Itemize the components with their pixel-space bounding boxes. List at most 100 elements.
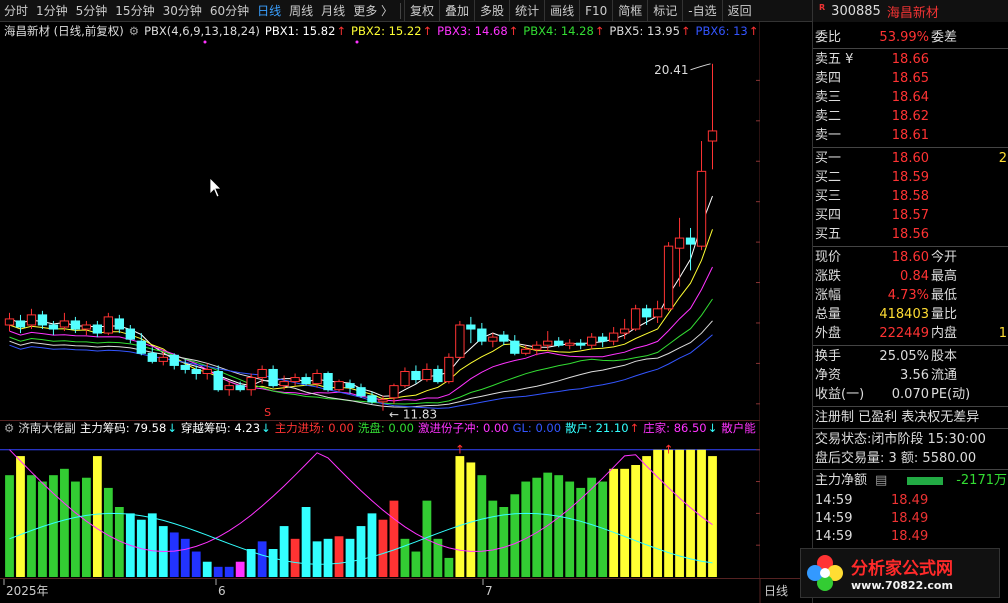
sell-level: 卖五 ¥ 18.66 [813,50,1008,69]
buy-level-label: 买一 [815,151,842,166]
stat-row-label: 涨跌 [815,269,842,284]
toolbar-button[interactable]: 叠加 [439,0,474,22]
toolbar-button[interactable]: -自选 [682,0,721,22]
indicator-name: PBX(4,6,9,13,18,24) [144,24,260,38]
toolbar-button[interactable]: 简框 [612,0,647,22]
indicator-chart[interactable]: 100.075.0050.0025.00↑↑ [0,420,760,578]
sell-level-value: 18.62 [891,109,929,124]
settings-icon[interactable]: ⚙ [4,421,15,435]
candle-body [466,324,476,330]
candle-body [268,368,278,387]
indicator-bar [312,541,322,577]
indicator-bar [71,481,80,577]
indicator-bar [521,481,531,577]
indicator-bar [367,513,377,577]
r-badge: R [819,2,826,12]
candle-body [15,320,26,328]
weibi-row-label: 委比 [815,30,842,45]
timeframe-tab[interactable]: 1分钟 [36,3,68,18]
indicator-bar [301,507,311,577]
timeframe-tab[interactable]: 15分钟 [115,3,155,18]
toolbar-button[interactable]: 标记 [647,0,682,22]
timeframe-tab[interactable]: 60分钟 [209,3,250,18]
indicator-bar [587,477,597,577]
tick-row: 14:59 18.49 [813,510,1008,528]
up-arrow-icon: ↑ [629,421,640,435]
indicator-bar [246,549,256,577]
indicator-bar [389,500,399,577]
candle-body [411,370,421,381]
indicator-bar [180,538,190,577]
candle-body [191,368,201,375]
pbx-line-1 [9,195,713,397]
toolbar-button[interactable]: 复权 [404,0,439,22]
quote-panel: 委比 53.99% 委差 卖五 ¥ 18.66 卖四 18.65 卖三 18.64 卖二 18.62… [812,22,1008,603]
candle-body [81,324,92,330]
candle-body [674,237,685,249]
x-tick-label: 7 [485,584,493,598]
indicator-value: 庄家: 86.50 [643,421,707,435]
timeframe-tab[interactable]: 月线 [321,3,346,18]
sell-level: 卖三 18.64 [813,88,1008,107]
indicator-bar [202,561,212,577]
candle-body [521,348,531,354]
indicator-bar [103,487,113,577]
toolbar: 分时 1分钟 5分钟 15分钟 30分钟 60分钟 日线 周线 月线 更多 〉复权 叠加 多股 统计 画线… [0,0,1008,22]
timeframe-tab[interactable]: 分时 [4,3,29,18]
indicator-bar [499,507,509,577]
list-icon[interactable]: ▤ [875,473,888,488]
toolbar-button[interactable]: 多股 [474,0,509,22]
up-arrow-icon: ↑ [422,24,433,38]
indicator-bar [323,538,333,577]
candle-body [455,324,465,358]
toolbar-button[interactable]: F10 [579,0,612,22]
candle-body [433,368,443,383]
indicator-bar [290,538,300,577]
candle-body [323,373,333,391]
tick-price: 18.49 [891,511,929,526]
net-amount-value: -2171万 [956,473,1007,488]
indicator-bar [598,481,608,577]
indicator-bar [576,487,586,577]
timeframe-tab[interactable]: 日线 [257,3,282,18]
indicator-value: 激进份子冲: 0.00 [417,421,509,435]
stat-row: 现价 18.60 今开 [813,248,1008,267]
stat-row-label2: 量比 [931,307,958,322]
toolbar-button[interactable]: 画线 [544,0,579,22]
candle-body [290,377,300,383]
candlestick-chart[interactable]: 20.0019.0018.0017.0016.0015.0014.0013.00… [0,22,760,420]
candle-body [26,314,37,326]
timeframe-tab[interactable]: 周线 [289,3,314,18]
indicator-bar [642,456,651,577]
candle-body [696,170,707,247]
sell-level-label: 卖二 [815,109,842,124]
toolbar-button[interactable]: 统计 [509,0,544,22]
marker-dot [203,40,207,44]
settings-icon[interactable]: ⚙ [128,24,140,38]
timeframe-tab[interactable]: 30分钟 [162,3,202,18]
timeframe-tab[interactable]: 5分钟 [75,3,108,18]
stat-row-label: 涨幅 [815,288,842,303]
indicator-bar [378,519,388,577]
buy-level-label: 买五 [815,227,842,242]
pbx-value: PBX3: 14.68 [437,24,508,38]
pbx-line-5 [9,320,713,408]
indicator-bar [400,538,410,577]
toolbar-button[interactable]: 返回 [721,0,757,22]
indicator-bar [686,449,695,577]
indicator-bar [147,513,157,577]
buy-level-value: 18.56 [891,227,929,242]
indicator-bar [268,549,278,577]
buy-level: 买一 18.60 2 [813,149,1008,168]
low-price-label: ← 11.83 [389,408,437,420]
stock-header: R 300885 海昌新材 [812,0,1008,22]
sell-level-value: 18.65 [891,71,929,86]
stat2-row: 净资 3.56 流通 [813,366,1008,385]
divider [813,406,1008,407]
timeframe-tab[interactable]: 更多 〉 [353,3,394,18]
buy-level-label: 买三 [815,189,842,204]
tick-time: 14:59 [815,529,853,544]
up-arrow-icon: ↑ [664,443,674,457]
logo-url: www.70822.com [851,579,953,592]
stat2-row-value: 25.05% [879,349,929,364]
